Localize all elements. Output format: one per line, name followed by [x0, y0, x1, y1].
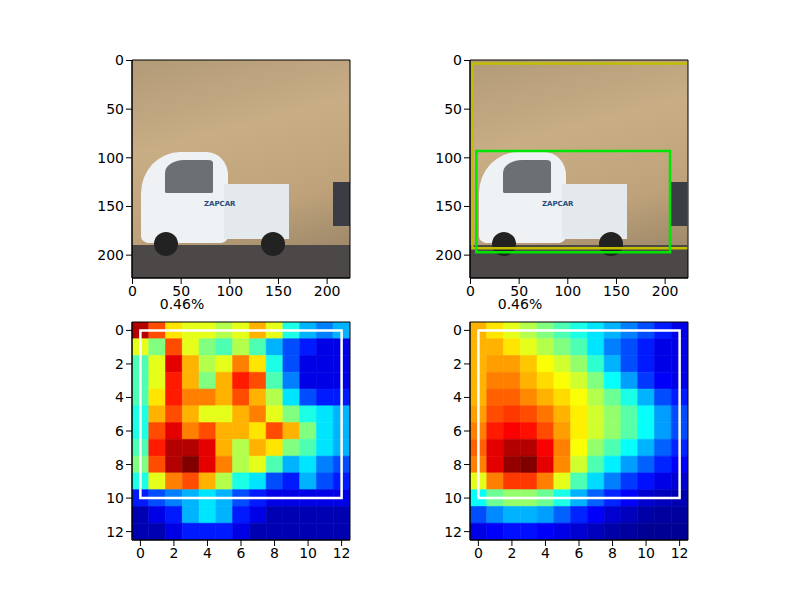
svg-text:200: 200 — [314, 283, 341, 299]
svg-text:0: 0 — [136, 545, 145, 561]
svg-text:0: 0 — [115, 52, 124, 68]
svg-text:6: 6 — [115, 423, 124, 439]
svg-text:50: 50 — [510, 282, 529, 299]
svg-text:0: 0 — [128, 283, 137, 299]
svg-text:8: 8 — [608, 545, 617, 561]
svg-text:4: 4 — [541, 545, 550, 561]
svg-text:200: 200 — [652, 283, 679, 299]
svg-text:0: 0 — [474, 545, 483, 561]
svg-text:4: 4 — [453, 389, 462, 405]
html-text:ZAPCAR: ZAPCAR — [541, 199, 574, 208]
svg-text:12: 12 — [333, 545, 351, 561]
svg-text:150: 150 — [603, 283, 630, 299]
svg-text:100: 100 — [216, 283, 243, 299]
svg-text:10: 10 — [637, 545, 655, 561]
svg-text:8: 8 — [115, 457, 124, 473]
svg-text:12: 12 — [444, 524, 462, 540]
svg-text:10: 10 — [444, 490, 462, 506]
svg-text:2: 2 — [507, 545, 516, 561]
svg-text:2: 2 — [453, 356, 462, 372]
svg-text:8: 8 — [270, 545, 279, 561]
svg-text:2: 2 — [169, 545, 178, 561]
html-text:0.46%: 0.46% — [497, 296, 543, 312]
svg-text:100: 100 — [435, 150, 462, 166]
svg-text:4: 4 — [203, 545, 212, 561]
svg-text:2: 2 — [115, 356, 124, 372]
svg-text:6: 6 — [453, 423, 462, 439]
svg-text:150: 150 — [435, 198, 462, 214]
svg-text:8: 8 — [453, 457, 462, 473]
svg-text:100: 100 — [554, 283, 581, 299]
svg-text:12: 12 — [671, 545, 689, 561]
svg-text:50: 50 — [444, 101, 462, 117]
svg-text:150: 150 — [265, 283, 292, 299]
svg-text:50: 50 — [172, 282, 191, 299]
svg-text:0: 0 — [453, 52, 462, 68]
html-text:ZAPCAR: ZAPCAR — [203, 199, 236, 208]
svg-text:10: 10 — [106, 490, 124, 506]
svg-text:150: 150 — [97, 198, 124, 214]
svg-text:0: 0 — [466, 283, 475, 299]
svg-text:10: 10 — [299, 545, 317, 561]
svg-text:12: 12 — [106, 524, 124, 540]
svg-text:4: 4 — [115, 389, 124, 405]
html-text:0.46%: 0.46% — [159, 296, 205, 312]
svg-text:0: 0 — [453, 322, 462, 338]
svg-text:100: 100 — [97, 150, 124, 166]
svg-text:200: 200 — [435, 247, 462, 263]
svg-text:6: 6 — [575, 545, 584, 561]
svg-text:6: 6 — [237, 545, 246, 561]
svg-text:0: 0 — [115, 322, 124, 338]
svg-text:200: 200 — [97, 247, 124, 263]
svg-text:50: 50 — [106, 101, 124, 117]
